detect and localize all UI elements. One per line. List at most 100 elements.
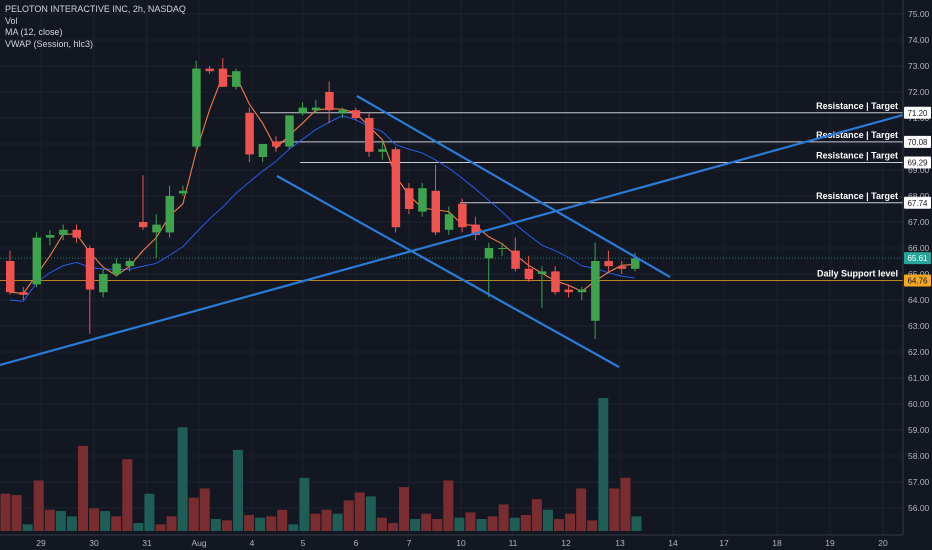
price-tick-label: 73.00 xyxy=(908,61,930,71)
volume-bar xyxy=(166,516,177,531)
candle-body[interactable] xyxy=(232,71,241,87)
candle-body[interactable] xyxy=(631,258,640,269)
candle-body[interactable] xyxy=(444,214,454,230)
legend-vwap[interactable]: VWAP (Session, hlc3) xyxy=(5,38,94,49)
trend-lines[interactable] xyxy=(0,95,904,368)
candle-body[interactable] xyxy=(617,266,627,269)
candle-body[interactable] xyxy=(85,248,95,290)
volume-bar xyxy=(498,504,509,531)
volume-bar xyxy=(620,477,631,531)
volume-bar xyxy=(376,517,387,531)
candle-body[interactable] xyxy=(271,141,281,147)
time-tick-label: 6 xyxy=(354,538,359,548)
candle-body[interactable] xyxy=(537,271,547,274)
time-tick-label: 5 xyxy=(301,538,306,548)
candle-body[interactable] xyxy=(591,261,600,321)
volume-bar xyxy=(354,492,365,531)
candle-body[interactable] xyxy=(325,92,334,111)
candle-body[interactable] xyxy=(551,271,560,293)
rising-trendline[interactable] xyxy=(0,113,904,367)
candle-body[interactable] xyxy=(511,250,520,269)
price-badges: 71.20 70.08 69.29 67.74 64.76 65.61 xyxy=(904,106,931,287)
candle-body[interactable] xyxy=(45,235,55,238)
volume-bar xyxy=(288,524,299,531)
candle-body[interactable] xyxy=(138,222,148,228)
volume-bar xyxy=(89,508,100,531)
candle-body[interactable] xyxy=(564,289,574,293)
horizontal-levels[interactable]: Resistance | Target Resistance | Target Re… xyxy=(0,101,903,281)
candle-body[interactable] xyxy=(298,107,308,113)
candle-body[interactable] xyxy=(378,149,387,152)
candle-body[interactable] xyxy=(99,274,108,293)
candle-body[interactable] xyxy=(59,229,68,235)
time-axis[interactable]: 29 30 31 Aug 4 5 6 7 10 11 12 13 14 17 18 19 20 xyxy=(0,534,903,548)
candle-body[interactable] xyxy=(338,110,347,113)
level-badge-text: 67.74 xyxy=(907,199,928,208)
candle-body[interactable] xyxy=(32,237,42,285)
candle-body[interactable] xyxy=(365,118,374,152)
volume-bar xyxy=(44,509,55,531)
volume-bar xyxy=(520,515,531,531)
time-tick-label: Aug xyxy=(191,538,206,548)
candle-body[interactable] xyxy=(351,110,361,118)
price-tick-label: 65.00 xyxy=(908,269,930,279)
price-tick-label: 60.00 xyxy=(908,399,930,409)
candle-body[interactable] xyxy=(524,268,534,280)
candle-body[interactable] xyxy=(19,292,28,295)
legend-vol[interactable]: Vol xyxy=(5,15,18,26)
last-price-badge xyxy=(904,252,931,265)
candle-body[interactable] xyxy=(498,248,507,249)
legend-ma[interactable]: MA (12, close) xyxy=(5,27,63,37)
candle-body[interactable] xyxy=(431,190,441,233)
price-tick-label: 66.00 xyxy=(908,243,930,253)
volume-bar xyxy=(33,480,44,531)
price-tick-label: 67.00 xyxy=(908,217,930,227)
candle-body[interactable] xyxy=(245,112,254,155)
channel-upper-line[interactable] xyxy=(356,95,671,278)
candle-body[interactable] xyxy=(471,224,480,235)
candle-body[interactable] xyxy=(577,289,587,293)
channel-lower-line[interactable] xyxy=(276,175,620,368)
level-label: Resistance | Target xyxy=(816,191,898,201)
candle-body[interactable] xyxy=(178,190,188,194)
candle-body[interactable] xyxy=(165,196,175,233)
volume-bar xyxy=(66,516,77,531)
price-tick-label: 57.00 xyxy=(908,477,930,487)
candle-body[interactable] xyxy=(112,263,121,274)
candle-body[interactable] xyxy=(218,68,228,87)
time-tick-label: 7 xyxy=(407,538,412,548)
candle-body[interactable] xyxy=(205,68,214,72)
price-tick-label: 69.00 xyxy=(908,165,930,175)
time-tick-label: 31 xyxy=(142,538,152,548)
volume-bar xyxy=(77,445,88,531)
candle-body[interactable] xyxy=(192,68,201,147)
candle-body[interactable] xyxy=(458,203,467,228)
volume-bar xyxy=(476,519,487,531)
candle-body[interactable] xyxy=(258,144,268,157)
time-tick-label: 30 xyxy=(89,538,99,548)
time-tick-label: 10 xyxy=(456,538,466,548)
candle-body[interactable] xyxy=(6,261,15,293)
volume-bars xyxy=(0,398,642,531)
price-tick-label: 58.00 xyxy=(908,451,930,461)
level-badge xyxy=(904,135,931,148)
candle-body[interactable] xyxy=(72,229,81,238)
candle-body[interactable] xyxy=(391,149,401,228)
candle-body[interactable] xyxy=(285,115,294,147)
level-label: Resistance | Target xyxy=(816,101,898,111)
candle-body[interactable] xyxy=(152,224,161,233)
candle-body[interactable] xyxy=(404,188,414,209)
candle-body[interactable] xyxy=(604,261,613,267)
volume-bar xyxy=(387,523,398,531)
candles[interactable] xyxy=(6,58,640,339)
volume-bar xyxy=(542,509,553,531)
candle-body[interactable] xyxy=(418,188,427,212)
candle-body[interactable] xyxy=(125,261,135,267)
candle-body[interactable] xyxy=(311,107,321,111)
candle-body[interactable] xyxy=(484,248,494,259)
volume-bar xyxy=(598,398,609,531)
volume-bar xyxy=(111,516,122,531)
volume-bar xyxy=(177,427,188,531)
